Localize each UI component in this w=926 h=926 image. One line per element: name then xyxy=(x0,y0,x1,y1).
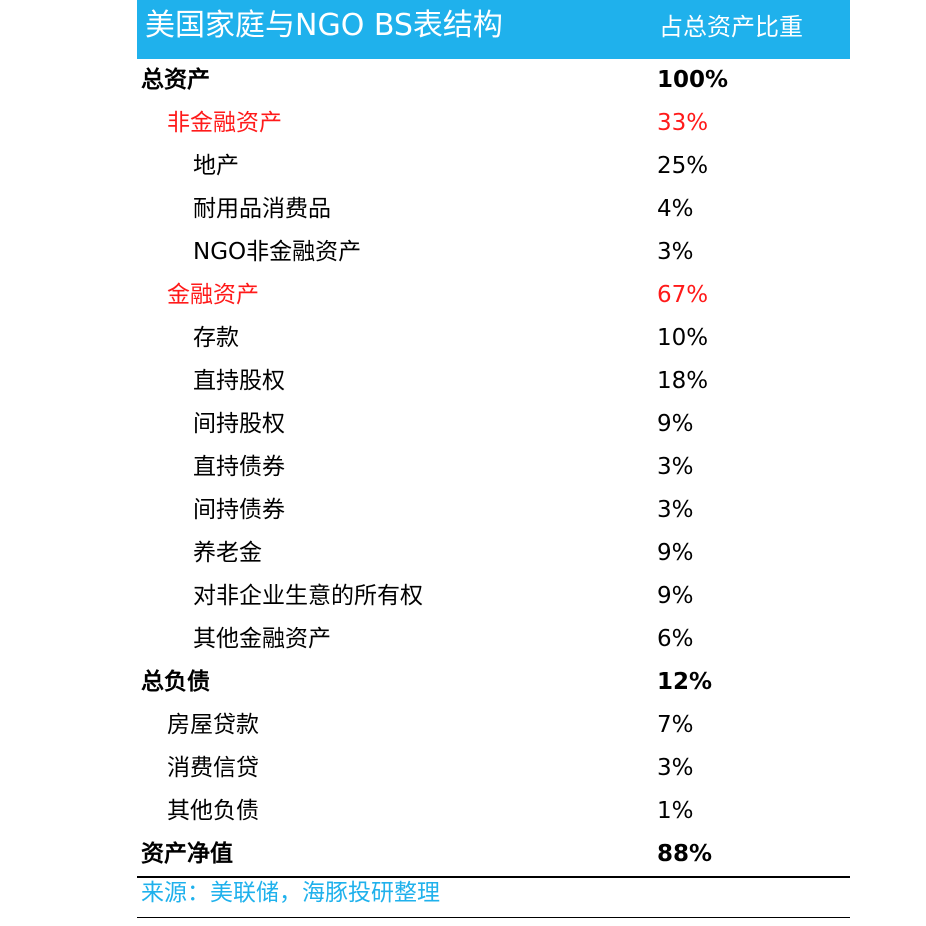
row-value: 9% xyxy=(657,411,694,437)
row-value: 33% xyxy=(657,110,709,136)
row-value: 3% xyxy=(657,497,694,523)
row-value: 3% xyxy=(657,755,694,781)
row-value: 88% xyxy=(657,841,713,867)
row-label: 地产 xyxy=(193,153,239,179)
table-row: 总资产 100% xyxy=(137,59,850,102)
row-value: 9% xyxy=(657,583,694,609)
row-value: 12% xyxy=(657,669,713,695)
row-value: 1% xyxy=(657,798,694,824)
row-value: 7% xyxy=(657,712,694,738)
row-label: 资产净值 xyxy=(141,841,233,867)
table-header: 美国家庭与NGO BS表结构 占总资产比重 xyxy=(137,0,850,59)
row-value: 3% xyxy=(657,454,694,480)
table-row: 金融资产 67% xyxy=(137,274,850,317)
table-row: 直持债券 3% xyxy=(137,446,850,489)
table-row: NGO非金融资产 3% xyxy=(137,231,850,274)
table-row: 房屋贷款 7% xyxy=(137,704,850,747)
table-row: 存款 10% xyxy=(137,317,850,360)
table-row: 非金融资产 33% xyxy=(137,102,850,145)
row-label: 金融资产 xyxy=(167,282,259,308)
row-value: 67% xyxy=(657,282,709,308)
row-label: 直持股权 xyxy=(193,368,285,394)
table-row: 总负债 12% xyxy=(137,661,850,704)
source-divider-top xyxy=(137,876,850,878)
row-label: 存款 xyxy=(193,325,239,351)
row-label: 对非企业生意的所有权 xyxy=(193,583,423,609)
row-label: 间持股权 xyxy=(193,411,285,437)
row-value: 9% xyxy=(657,540,694,566)
table-row: 地产 25% xyxy=(137,145,850,188)
row-label: 非金融资产 xyxy=(167,110,282,136)
table-row: 资产净值 88% xyxy=(137,833,850,876)
table-row: 养老金 9% xyxy=(137,532,850,575)
row-value: 25% xyxy=(657,153,709,179)
row-label: NGO非金融资产 xyxy=(193,239,362,265)
row-value: 4% xyxy=(657,196,694,222)
row-label: 房屋贷款 xyxy=(167,712,259,738)
table-row: 间持股权 9% xyxy=(137,403,850,446)
row-label: 总资产 xyxy=(141,67,210,93)
table-body: 总资产 100% 非金融资产 33% 地产 25% 耐用品消费品 4% NGO非金融资产… xyxy=(137,59,850,876)
table-title: 美国家庭与NGO BS表结构 xyxy=(145,8,503,43)
row-label: 养老金 xyxy=(193,540,262,566)
row-label: 其他金融资产 xyxy=(193,626,331,652)
row-label: 耐用品消费品 xyxy=(193,196,331,222)
table-row: 其他金融资产 6% xyxy=(137,618,850,661)
row-label: 直持债券 xyxy=(193,454,285,480)
table-row: 间持债券 3% xyxy=(137,489,850,532)
table-row: 耐用品消费品 4% xyxy=(137,188,850,231)
row-value: 3% xyxy=(657,239,694,265)
source-divider-bottom xyxy=(137,917,850,918)
source-note: 来源：美联储，海豚投研整理 xyxy=(141,880,440,906)
row-label: 消费信贷 xyxy=(167,755,259,781)
row-label: 其他负债 xyxy=(167,798,259,824)
table-row: 对非企业生意的所有权 9% xyxy=(137,575,850,618)
row-label: 间持债券 xyxy=(193,497,285,523)
row-value: 100% xyxy=(657,67,729,93)
row-value: 10% xyxy=(657,325,709,351)
table-row: 其他负债 1% xyxy=(137,790,850,833)
row-label: 总负债 xyxy=(141,669,210,695)
row-value: 6% xyxy=(657,626,694,652)
row-value: 18% xyxy=(657,368,709,394)
table-row: 消费信贷 3% xyxy=(137,747,850,790)
balance-sheet-table: 美国家庭与NGO BS表结构 占总资产比重 总资产 100% 非金融资产 33% 地… xyxy=(137,0,850,918)
table-row: 直持股权 18% xyxy=(137,360,850,403)
column-header-share: 占总资产比重 xyxy=(659,13,803,41)
